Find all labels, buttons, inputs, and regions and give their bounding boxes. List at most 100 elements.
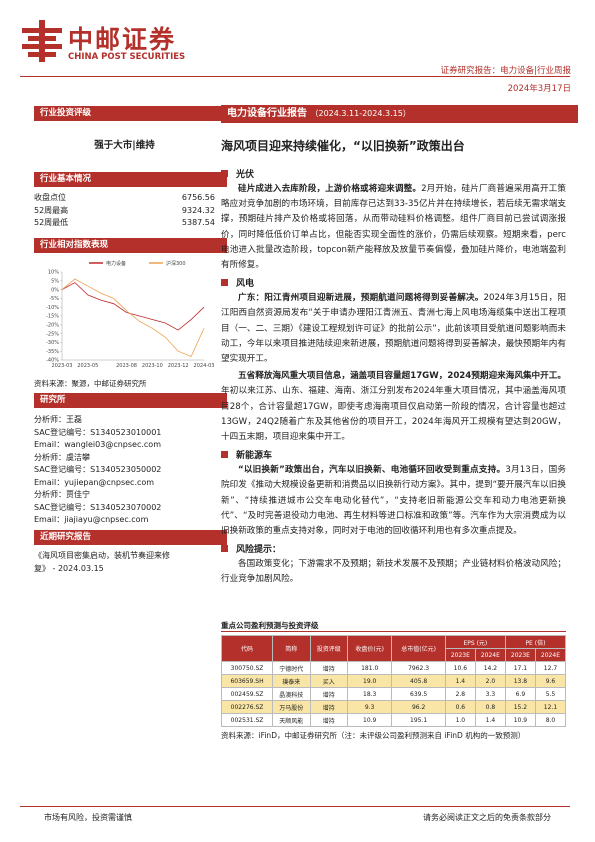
header-cell: 总市值(亿元)	[391, 635, 446, 662]
x-tick-label: 2023-03	[52, 363, 73, 369]
section-heading: 风电	[221, 276, 566, 289]
value: 9324.32	[181, 205, 215, 215]
logo-en: CHINA POST SECURITIES	[68, 52, 186, 62]
cell: 300750.SZ	[220, 661, 274, 675]
cell: 0.6	[444, 700, 476, 714]
cell: 5.5	[534, 687, 567, 701]
paragraph: “以旧换新”政策出台，汽车以旧换新、电池循环回收受到重点支持。3月13日，国务院…	[221, 463, 566, 539]
cell: 天顺风能	[272, 713, 311, 727]
header-row: 代码 简称 投资评级 收盘价(元) 总市值(亿元) EPS (元) PE (倍)	[220, 635, 567, 662]
x-tick-label: 2023-08	[116, 363, 137, 369]
logo-icon	[22, 20, 62, 62]
cell: 7962.3	[391, 661, 446, 675]
series-line	[61, 278, 205, 357]
cell: 宁德时代	[272, 661, 311, 675]
label: 52周最低	[34, 218, 69, 227]
legend-label: 电力设备	[106, 260, 126, 267]
cell: 181.0	[346, 661, 393, 675]
analyst-line: 分析师：贾佳宁	[34, 490, 90, 499]
logo-cn: 中邮证券	[68, 25, 177, 54]
analyst-line: SAC登记编号：S1340523050002	[34, 465, 162, 474]
header-cell: 代码	[220, 635, 274, 662]
cell: 10.9	[346, 713, 393, 727]
analyst-line: SAC登记编号：S1340523070002	[34, 502, 162, 512]
header-row: 2023E 2024E 2023E 2024E	[222, 648, 567, 662]
cell: 2.0	[474, 674, 506, 688]
cell: 002459.SZ	[220, 687, 274, 701]
cell: 1.4	[474, 713, 506, 727]
cell: 买入	[309, 674, 348, 688]
section-heading: 风险提示：	[221, 542, 566, 555]
section-heading: 新能源车	[221, 448, 566, 461]
section-bar: 行业基本情况	[34, 172, 227, 187]
table-row: 002276.SZ 万马股份 增持 9.3 96.2 0.6 0.8 15.2 12.1	[220, 700, 567, 714]
rating: 强于大市|维持	[94, 140, 155, 151]
paragraph: 各国政策变化；下游需求不及预期；新技术发展不及预期；产业链材料价格波动风险；行业…	[221, 557, 566, 587]
y-tick-label: -25%	[46, 331, 59, 337]
section-heading: 光伏	[221, 167, 566, 180]
footer-right: 请务必阅读正文之后的免责条款部分	[423, 813, 551, 822]
cell: 405.8	[391, 674, 446, 688]
lead: 广东：阳江青州项目迎新进展，预期航道问题将得到妥善解决。	[238, 293, 484, 304]
cell: 8.0	[534, 713, 567, 727]
text: 各国政策变化；下游需求不及预期；新技术发展不及预期；产业链材料价格波动风险；行业…	[221, 559, 566, 585]
cell: 13.8	[504, 674, 536, 688]
cell: 639.5	[391, 687, 446, 701]
x-tick-label: 2023-05	[77, 363, 98, 369]
series-line	[61, 282, 205, 331]
analyst-line: Email：yujiepan@cnpsec.com	[34, 477, 155, 487]
cell: 15.2	[504, 700, 536, 714]
cell: 9.3	[346, 700, 393, 714]
paragraph: 广东：阳江青州项目迎新进展，预期航道问题将得到妥善解决。2024年3月15日，阳…	[221, 291, 566, 367]
cell: 6.9	[504, 687, 536, 701]
y-tick-label: 10%	[48, 270, 59, 276]
cell: 璞泰来	[272, 674, 311, 688]
table-wrap: 重点公司盈利预测与投资评级 代码 简称 投资评级 收盘价(元) 总市值(亿元) EPS (…	[220, 620, 567, 742]
table-row: 002459.SZ 晶澳科技 增持 18.3 639.5 2.8 3.3 6.9 5.5	[220, 687, 567, 701]
cell: 0.8	[474, 700, 506, 714]
header-cell: PE (倍)	[504, 635, 567, 649]
cell: 增持	[309, 700, 348, 714]
text: 2024年3月15日，阳江阳西自然资源局发布“关于申请办理阳江青洲五、青洲七海上…	[221, 293, 566, 365]
analyst-line: Email：jiajiayu@cnpsec.com	[34, 515, 149, 524]
cell: 002276.SZ	[220, 700, 274, 714]
recent-item: 《海风项目密集启动，装机节奏迎来修复》 - 2024.03.15	[34, 551, 170, 573]
rule	[20, 806, 570, 807]
table-title: 重点公司盈利预测与投资评级	[221, 620, 566, 632]
y-tick-label: -10%	[46, 305, 59, 311]
lead: “以旧换新”政策出台，汽车以旧换新、电池循环回收受到重点支持。	[238, 465, 506, 476]
cell: 万马股份	[272, 700, 311, 714]
doc-type: 证券研究报告：电力设备|行业周报	[440, 66, 571, 76]
period: （2024.3.11-2024.3.15）	[310, 109, 411, 118]
header-cell: 收盘价(元)	[346, 635, 393, 662]
section-bar: 研究所	[34, 393, 227, 408]
source: 资料来源：聚源，中邮证券研究所	[34, 379, 147, 388]
cell: 195.1	[391, 713, 446, 727]
basic-row: 收盘点位 6756.56	[34, 192, 215, 205]
date: 2024年3月17日	[507, 84, 571, 94]
basics: 收盘点位 6756.56 52周最高 9324.32 52周最低 5387.54	[34, 192, 215, 230]
header-cell: 2023E	[504, 648, 536, 662]
cell: 002531.SZ	[220, 713, 274, 727]
cell: 14.2	[474, 661, 506, 675]
report-bar: 电力设备行业报告 （2024.3.11-2024.3.15）	[221, 105, 578, 123]
header-cell: 简称	[272, 635, 311, 662]
text: 3月13日，国务院印发《推动大规模设备更新和消费品以旧换新行动方案》。其中，提到…	[221, 465, 566, 537]
y-tick-label: -5%	[49, 296, 59, 302]
y-tick-label: -15%	[46, 314, 59, 320]
cell: 10.9	[504, 713, 536, 727]
cell: 10.6	[444, 661, 476, 675]
lead: 五省释放海风重大项目信息，涵盖项目容量超17GW，2024预期迎来海风集中开工。	[238, 371, 566, 382]
recent: 《海风项目密集启动，装机节奏迎来修复》 - 2024.03.15	[34, 550, 184, 575]
y-tick-label: -40%	[46, 358, 59, 364]
y-tick-label: 0%	[51, 287, 59, 293]
headline: 海风项目迎来持续催化，“以旧换新”政策出台	[221, 139, 465, 153]
cell: 2.8	[444, 687, 476, 701]
body: 光伏 硅片成进入去库阶段，上游价格或将迎来调整。2月开始，硅片厂商普遍采用高开工策…	[221, 164, 566, 590]
header-cell: 2024E	[534, 648, 567, 662]
cell: 96.2	[391, 700, 446, 714]
cell: 19.0	[346, 674, 393, 688]
cell: 增持	[309, 713, 348, 727]
analysts: 分析师：王磊 SAC登记编号：S1340523010001 Email：wangle…	[34, 414, 215, 527]
paragraph: 五省释放海风重大项目信息，涵盖项目容量超17GW，2024预期迎来海风集中开工。…	[221, 369, 566, 445]
